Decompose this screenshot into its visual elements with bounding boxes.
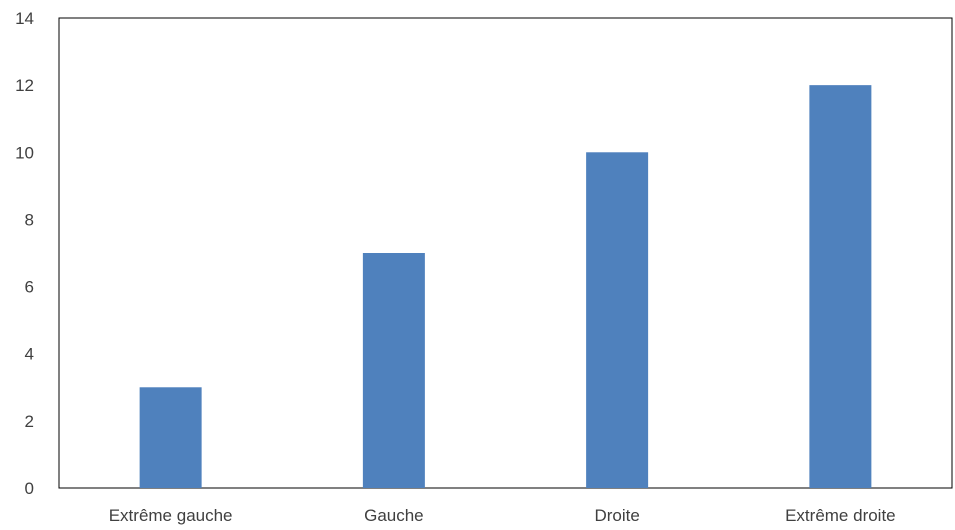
y-tick-label: 8 <box>25 210 34 229</box>
y-axis-tick-labels: 0 2 4 6 8 10 12 14 <box>15 9 34 498</box>
x-category-label: Extrême gauche <box>109 506 233 525</box>
bar <box>586 152 649 489</box>
x-axis-category-labels: Extrême gauche Gauche Droite Extrême droite <box>109 506 896 525</box>
y-tick-label: 4 <box>25 345 34 364</box>
bar-series <box>139 85 872 489</box>
bar <box>139 387 202 488</box>
plot-area-frame <box>58 17 953 489</box>
y-tick-label: 6 <box>25 278 34 297</box>
bar <box>362 253 425 488</box>
bar <box>809 85 872 489</box>
y-tick-label: 10 <box>15 143 34 162</box>
x-category-label: Gauche <box>364 506 424 525</box>
x-category-label: Droite <box>594 506 639 525</box>
y-tick-label: 2 <box>25 412 34 431</box>
y-tick-label: 14 <box>15 9 34 28</box>
x-category-label: Extrême droite <box>785 506 896 525</box>
y-tick-label: 12 <box>15 76 34 95</box>
y-tick-label: 0 <box>25 479 34 498</box>
